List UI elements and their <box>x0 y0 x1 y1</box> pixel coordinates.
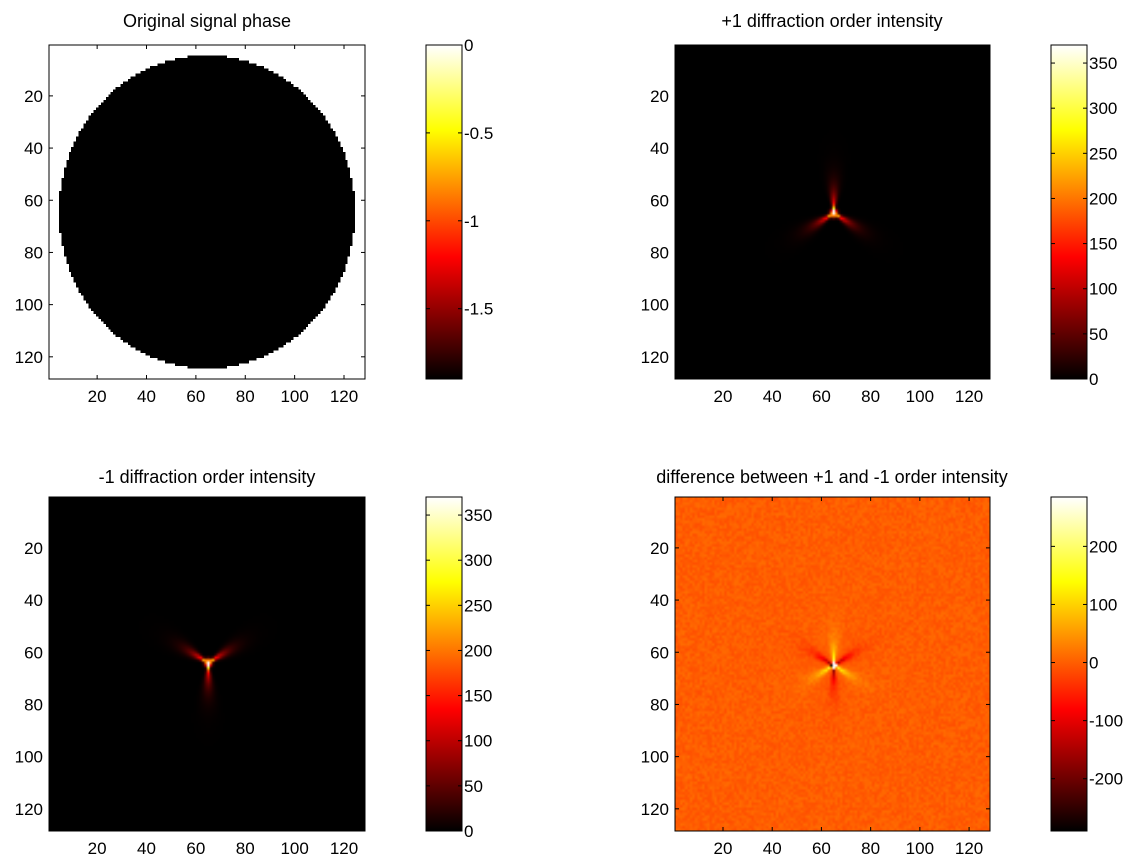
x-tick-label: 100 <box>906 839 934 856</box>
x-tick-label: 40 <box>763 839 782 856</box>
y-tick-label: 100 <box>641 748 669 767</box>
x-tick-label: 100 <box>906 387 934 406</box>
y-tick-label: 100 <box>15 296 43 315</box>
y-tick-label: 120 <box>641 800 669 819</box>
axis-ticks: 20 40 60 80 100 120 20 40 60 80 100 120 <box>641 45 990 406</box>
chart-title: -1 diffraction order intensity <box>99 467 316 487</box>
y-tick-label: 120 <box>641 348 669 367</box>
axis-ticks: 20 40 60 80 100 120 20 40 60 80 100 120 <box>15 497 365 856</box>
chart-title: difference between +1 and -1 order inten… <box>656 467 1007 487</box>
colorbar-tick-label: 250 <box>464 596 492 615</box>
y-tick-label: 40 <box>24 139 43 158</box>
x-tick-label: 20 <box>714 387 733 406</box>
colorbar-tick-label: 200 <box>464 641 492 660</box>
x-tick-label: 80 <box>861 387 880 406</box>
x-tick-label: 60 <box>186 387 205 406</box>
y-tick-label: 80 <box>24 695 43 714</box>
colorbar-tick-label: 200 <box>1089 189 1117 208</box>
x-tick-label: 40 <box>763 387 782 406</box>
x-tick-label: 100 <box>280 387 308 406</box>
heatmap-image <box>49 45 365 379</box>
y-tick-label: 100 <box>641 296 669 315</box>
y-tick-label: 100 <box>15 748 43 767</box>
axis-ticks: 20 40 60 80 100 120 20 40 60 80 100 120 <box>15 45 365 406</box>
y-tick-label: 40 <box>24 591 43 610</box>
x-tick-label: 80 <box>236 387 255 406</box>
colorbar-ticks: 0 50 100 150 200 250 300 350 <box>426 506 492 841</box>
x-tick-label: 60 <box>186 839 205 856</box>
y-tick-label: 40 <box>650 591 669 610</box>
colorbar-tick-label: -1 <box>464 212 479 231</box>
colorbar-tick-label: 100 <box>1089 280 1117 299</box>
x-tick-label: 20 <box>714 839 733 856</box>
colorbar-tick-label: -1.5 <box>464 300 493 319</box>
plot-frame <box>48 496 366 832</box>
plot-frame <box>674 496 991 832</box>
colorbar-tick-label: 0 <box>1089 654 1098 673</box>
x-tick-label: 80 <box>861 839 880 856</box>
colorbar <box>425 44 463 380</box>
y-tick-label: 60 <box>24 191 43 210</box>
colorbar-tick-label: 0 <box>464 36 473 55</box>
colorbar-tick-label: -100 <box>1089 712 1123 731</box>
x-tick-label: 40 <box>137 839 156 856</box>
y-tick-label: 120 <box>15 348 43 367</box>
x-tick-label: 120 <box>955 387 983 406</box>
plot-frame <box>48 44 366 380</box>
axis-ticks: 20 40 60 80 100 120 20 40 60 80 100 120 <box>641 497 990 856</box>
y-tick-label: 20 <box>24 539 43 558</box>
colorbar-tick-label: 100 <box>1089 595 1117 614</box>
x-tick-label: 100 <box>280 839 308 856</box>
colorbar-ticks: 0 50 100 150 200 250 300 350 <box>1051 54 1117 389</box>
colorbar-tick-label: 200 <box>1089 537 1117 556</box>
colorbar-tick-label: 350 <box>1089 54 1117 73</box>
colorbar-tick-label: 300 <box>1089 99 1117 118</box>
x-tick-label: 60 <box>812 387 831 406</box>
panel-difference: difference between +1 and -1 order inten… <box>641 467 1123 856</box>
panel-original-phase: Original signal phase 20 40 60 80 100 120 20 40… <box>15 11 494 406</box>
colorbar-tick-label: 50 <box>464 777 483 796</box>
colorbar-tick-label: 150 <box>1089 235 1117 254</box>
x-tick-label: 120 <box>330 387 358 406</box>
y-tick-label: 60 <box>650 643 669 662</box>
colorbar-tick-label: 250 <box>1089 144 1117 163</box>
panel-plus1-intensity: +1 diffraction order intensity 20 40 60 80 1… <box>641 11 1118 406</box>
colorbar <box>1050 44 1088 380</box>
colorbar-tick-label: 0 <box>1089 370 1098 389</box>
x-tick-label: 120 <box>330 839 358 856</box>
colorbar-tick-label: -200 <box>1089 770 1123 789</box>
y-tick-label: 80 <box>24 243 43 262</box>
colorbar-tick-label: 50 <box>1089 325 1108 344</box>
x-tick-label: 60 <box>812 839 831 856</box>
y-tick-label: 60 <box>650 191 669 210</box>
colorbar <box>425 496 463 832</box>
colorbar <box>1050 496 1088 832</box>
colorbar-tick-label: 150 <box>464 687 492 706</box>
y-tick-label: 120 <box>15 800 43 819</box>
colorbar-tick-label: 0 <box>464 822 473 841</box>
colorbar-ticks: -1.5 -1 -0.5 0 <box>426 36 493 319</box>
panel-minus1-intensity: -1 diffraction order intensity 20 40 60 80 1… <box>15 467 493 856</box>
y-tick-label: 80 <box>650 243 669 262</box>
y-tick-label: 20 <box>650 539 669 558</box>
y-tick-label: 20 <box>650 87 669 106</box>
y-tick-label: 20 <box>24 87 43 106</box>
chart-title: +1 diffraction order intensity <box>721 11 942 31</box>
chart-title: Original signal phase <box>123 11 291 31</box>
y-tick-label: 60 <box>24 643 43 662</box>
colorbar-tick-label: 350 <box>464 506 492 525</box>
x-tick-label: 80 <box>236 839 255 856</box>
colorbar-tick-label: -0.5 <box>464 124 493 143</box>
plot-frame <box>674 44 991 380</box>
colorbar-ticks: -200 -100 0 100 200 <box>1051 537 1123 789</box>
y-tick-label: 80 <box>650 695 669 714</box>
x-tick-label: 20 <box>88 387 107 406</box>
colorbar-tick-label: 100 <box>464 732 492 751</box>
colorbar-tick-label: 300 <box>464 551 492 570</box>
y-tick-label: 40 <box>650 139 669 158</box>
x-tick-label: 20 <box>88 839 107 856</box>
x-tick-label: 120 <box>955 839 983 856</box>
x-tick-label: 40 <box>137 387 156 406</box>
